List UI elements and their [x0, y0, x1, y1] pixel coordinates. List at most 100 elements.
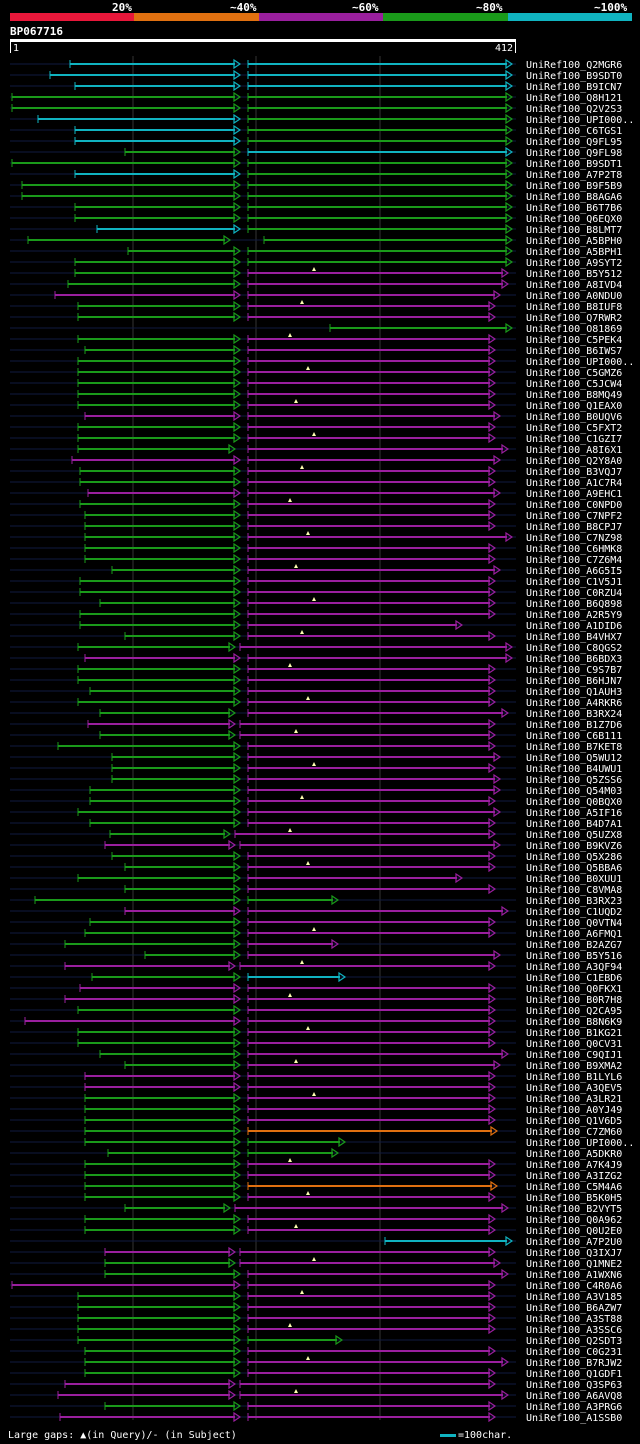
query-gap-marker [300, 795, 304, 799]
hit-arrow [335, 1334, 344, 1346]
hit-arrow [488, 1213, 497, 1225]
hit-arrow [505, 641, 514, 653]
hit-arrow [233, 498, 242, 510]
query-gap-marker [288, 1158, 292, 1162]
query-gap-marker [300, 960, 304, 964]
hit-arrow [233, 91, 242, 103]
hit-arrow [233, 1290, 242, 1302]
hit-label: UniRef100_A5IF16 [526, 808, 622, 819]
hit-arrow [488, 1367, 497, 1379]
hit-label: UniRef100_A3LR21 [526, 1094, 622, 1105]
hit-label: UniRef100_Q0A962 [526, 1215, 622, 1226]
hit-arrow [233, 1301, 242, 1313]
hit-arrow [488, 575, 497, 587]
hit-arrow [338, 1136, 347, 1148]
hit-label: UniRef100_A8I6X1 [526, 445, 622, 456]
query-id: BP067716 [10, 25, 63, 38]
hit-arrow [233, 894, 242, 906]
hit-label: UniRef100_A1DID6 [526, 621, 622, 632]
query-gap-marker [294, 564, 298, 568]
hit-arrow [233, 1400, 242, 1412]
hit-arrow [233, 949, 242, 961]
hit-arrow [505, 113, 514, 125]
hit-arrow [233, 762, 242, 774]
hit-label: UniRef100_A3V185 [526, 1292, 622, 1303]
hit-arrow [493, 784, 502, 796]
hit-arrow [488, 729, 497, 741]
hit-label: UniRef100_A9SYT2 [526, 258, 622, 269]
hit-arrow [233, 1015, 242, 1027]
hit-label: UniRef100_B4D7A1 [526, 819, 622, 830]
hit-arrow [488, 432, 497, 444]
query-gap-marker [294, 1389, 298, 1393]
hit-arrow [488, 960, 497, 972]
hit-arrow [488, 718, 497, 730]
hit-arrow [233, 289, 242, 301]
hit-arrow [233, 432, 242, 444]
hit-arrow [233, 410, 242, 422]
hit-arrow [233, 1092, 242, 1104]
hit-arrow [233, 553, 242, 565]
hit-arrow [228, 718, 237, 730]
hit-label: UniRef100_B6IWS7 [526, 346, 622, 357]
hit-label: UniRef100_C6B111 [526, 731, 622, 742]
hit-arrow [228, 443, 237, 455]
hit-arrow [331, 1147, 340, 1159]
hit-arrow [505, 322, 514, 334]
hit-arrow [233, 1411, 242, 1423]
hit-arrow [488, 1158, 497, 1170]
hit-arrow [501, 707, 510, 719]
hit-arrow [488, 542, 497, 554]
hit-arrow [488, 1312, 497, 1324]
hit-arrow [233, 1125, 242, 1137]
hit-arrow [501, 1268, 510, 1280]
hit-arrow [493, 487, 502, 499]
hit-label: UniRef100_Q0BQX0 [526, 797, 622, 808]
hit-arrow [488, 1290, 497, 1302]
hit-arrow [488, 674, 497, 686]
hit-arrow [233, 773, 242, 785]
hit-arrow [233, 344, 242, 356]
hit-label: UniRef100_B9KVZ6 [526, 841, 622, 852]
query-gap-marker [288, 828, 292, 832]
hit-label: UniRef100_B8CPJ7 [526, 522, 622, 533]
hit-label: UniRef100_A6FMQ1 [526, 929, 622, 940]
hit-arrow [233, 982, 242, 994]
hit-arrow [488, 795, 497, 807]
hit-arrow [233, 564, 242, 576]
hit-arrow [233, 1081, 242, 1093]
hit-arrow [233, 927, 242, 939]
hit-label: UniRef100_C7NPF2 [526, 511, 622, 522]
hit-arrow [228, 641, 237, 653]
hit-arrow [488, 333, 497, 345]
hit-label: UniRef100_B7RJW2 [526, 1358, 622, 1369]
query-gap-marker [300, 1290, 304, 1294]
hit-label: UniRef100_B7KET8 [526, 742, 622, 753]
hit-arrow [233, 740, 242, 752]
hit-arrow [488, 1411, 497, 1423]
hit-arrow [505, 256, 514, 268]
hit-label: UniRef100_C0RZU4 [526, 588, 622, 599]
hit-arrow [233, 630, 242, 642]
hit-arrow [505, 168, 514, 180]
hit-label: UniRef100_A7K4J9 [526, 1160, 622, 1171]
hit-arrow [233, 1268, 242, 1280]
hit-arrow [233, 575, 242, 587]
hit-arrow [488, 553, 497, 565]
hit-arrow [488, 355, 497, 367]
hit-arrow [493, 454, 502, 466]
hit-arrow [233, 355, 242, 367]
hit-arrow [488, 1191, 497, 1203]
hit-arrow [233, 80, 242, 92]
hit-label: UniRef100_C1UQD2 [526, 907, 622, 918]
hit-arrow [233, 1169, 242, 1181]
hit-label: UniRef100_B3RX23 [526, 896, 622, 907]
hit-arrow [233, 1158, 242, 1170]
hit-arrow [233, 1059, 242, 1071]
hit-arrow [488, 630, 497, 642]
hit-arrow [488, 344, 497, 356]
hit-arrow [233, 597, 242, 609]
hit-label: UniRef100_A5BPH1 [526, 247, 622, 258]
hit-label: UniRef100_UPI000.. [526, 1138, 634, 1149]
hit-arrow [233, 993, 242, 1005]
